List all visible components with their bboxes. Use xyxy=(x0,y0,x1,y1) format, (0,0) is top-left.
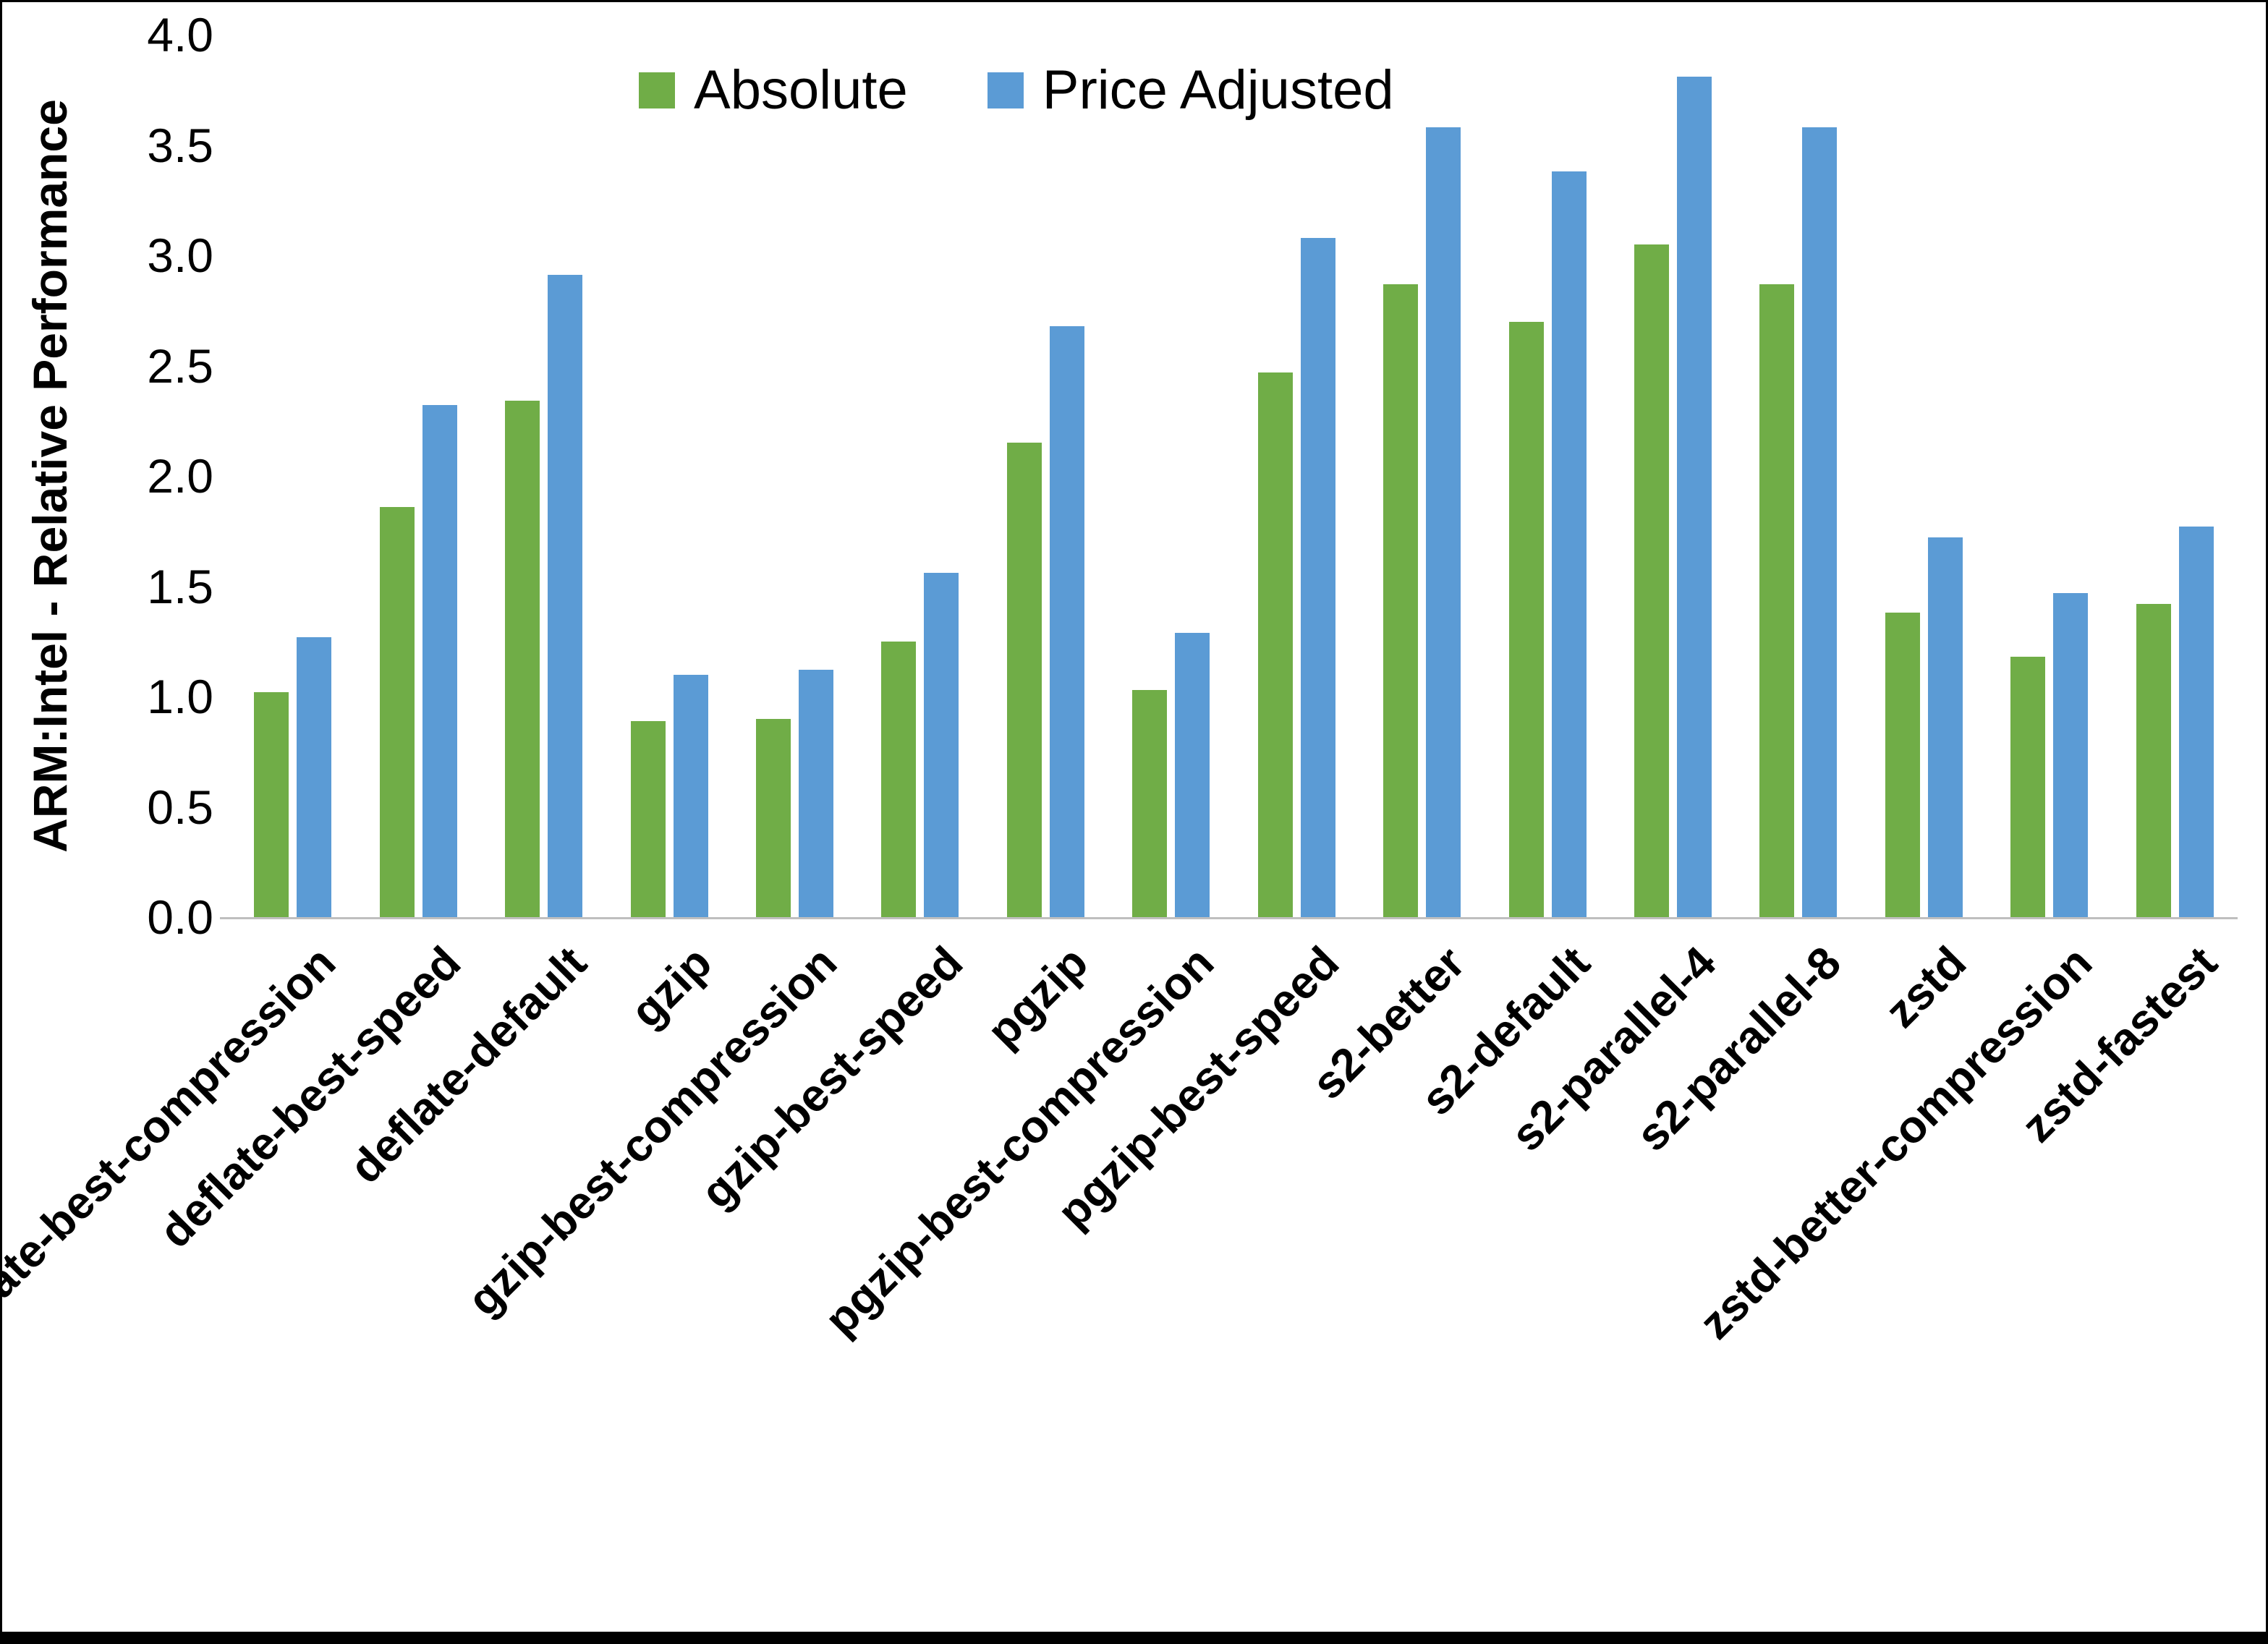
x-category-label: pgzip xyxy=(977,937,1098,1057)
bar-group xyxy=(230,35,355,917)
bar-price-adjusted xyxy=(2053,592,2089,917)
bar-absolute xyxy=(755,718,791,917)
x-category-label: gzip xyxy=(621,937,722,1038)
x-category-label: zstd-fastest xyxy=(2012,937,2227,1152)
bottom-border-line xyxy=(2,1632,2266,1642)
bar-group xyxy=(1108,35,1233,917)
bar-group xyxy=(481,35,606,917)
bar-group xyxy=(857,35,982,917)
legend-label: Price Adjusted xyxy=(1042,59,1394,121)
y-tick-label: 3.0 xyxy=(147,229,213,282)
bar-group xyxy=(1485,35,1610,917)
bar-group xyxy=(2112,35,2238,917)
x-category-label: s2-parallel-4 xyxy=(1501,937,1725,1162)
legend-item: Price Adjusted xyxy=(987,59,1394,122)
bar-group xyxy=(1861,35,1987,917)
bar-group xyxy=(1736,35,1861,917)
bar-group xyxy=(355,35,480,917)
x-category-label: gzip-best-speed xyxy=(691,937,973,1219)
legend-item: Absolute xyxy=(639,59,908,122)
x-category-label: zstd-better-compression xyxy=(1689,937,2102,1350)
bar-price-adjusted xyxy=(1049,325,1084,917)
x-category-label: deflate-default xyxy=(339,937,596,1193)
x-category-label: zstd xyxy=(1876,937,1976,1038)
bar-price-adjusted xyxy=(297,636,332,917)
bar-price-adjusted xyxy=(2178,527,2214,917)
x-category-label: pgzip-best-speed xyxy=(1048,937,1349,1238)
y-tick-label: 1.0 xyxy=(147,670,213,723)
bar-absolute xyxy=(254,691,289,917)
bar-absolute xyxy=(1634,244,1670,917)
bar-absolute xyxy=(1257,372,1293,917)
bar-absolute xyxy=(881,641,917,917)
x-category-label: s2-better xyxy=(1302,937,1474,1110)
bar-price-adjusted xyxy=(548,275,583,917)
bar-absolute xyxy=(1508,321,1544,917)
bar-absolute xyxy=(1006,443,1042,917)
bar-absolute xyxy=(505,401,540,917)
x-category-label: pgzip-best-compression xyxy=(815,937,1223,1346)
legend-swatch-icon xyxy=(639,72,675,108)
x-axis-line xyxy=(220,917,2238,919)
bar-group xyxy=(1359,35,1485,917)
bar-price-adjusted xyxy=(924,573,959,917)
y-tick-label: 2.0 xyxy=(147,449,213,503)
bar-group xyxy=(1610,35,1736,917)
bar-absolute xyxy=(2010,657,2046,917)
y-tick-label: 3.5 xyxy=(147,118,213,172)
x-category-label: gzip-best-compression xyxy=(458,937,847,1326)
y-tick-label: 4.0 xyxy=(147,8,213,61)
bar-group xyxy=(1234,35,1359,917)
bar-price-adjusted xyxy=(1927,537,1963,917)
bar-group xyxy=(983,35,1108,917)
bar-price-adjusted xyxy=(1677,76,1712,917)
y-tick-label: 1.5 xyxy=(147,559,213,613)
bar-price-adjusted xyxy=(673,674,708,917)
bar-group xyxy=(606,35,731,917)
bar-group xyxy=(1987,35,2112,917)
bar-price-adjusted xyxy=(422,405,457,917)
bar-absolute xyxy=(1759,284,1795,917)
bar-price-adjusted xyxy=(1551,171,1587,917)
bar-price-adjusted xyxy=(1426,127,1461,917)
bar-absolute xyxy=(1383,284,1419,917)
x-category-label: s2-parallel-8 xyxy=(1626,937,1851,1162)
bar-price-adjusted xyxy=(798,670,833,917)
bar-absolute xyxy=(1885,613,1920,917)
legend-swatch-icon xyxy=(987,72,1024,108)
bar-price-adjusted xyxy=(1802,127,1838,917)
plot-area xyxy=(220,35,2238,919)
bars-row xyxy=(230,35,2238,917)
y-tick-label: 0.0 xyxy=(147,890,213,944)
legend: Absolute Price Adjusted xyxy=(639,59,1394,122)
y-tick-label: 2.5 xyxy=(147,338,213,393)
bar-absolute xyxy=(1132,689,1168,917)
y-tick-label: 0.5 xyxy=(147,780,213,834)
bar-absolute xyxy=(379,506,415,917)
x-category-label: s2-default xyxy=(1411,937,1600,1125)
bar-absolute xyxy=(2136,603,2171,917)
bar-group xyxy=(732,35,857,917)
bar-absolute xyxy=(630,720,666,917)
legend-label: Absolute xyxy=(694,59,908,121)
bar-price-adjusted xyxy=(1175,632,1210,917)
bar-price-adjusted xyxy=(1300,237,1335,917)
